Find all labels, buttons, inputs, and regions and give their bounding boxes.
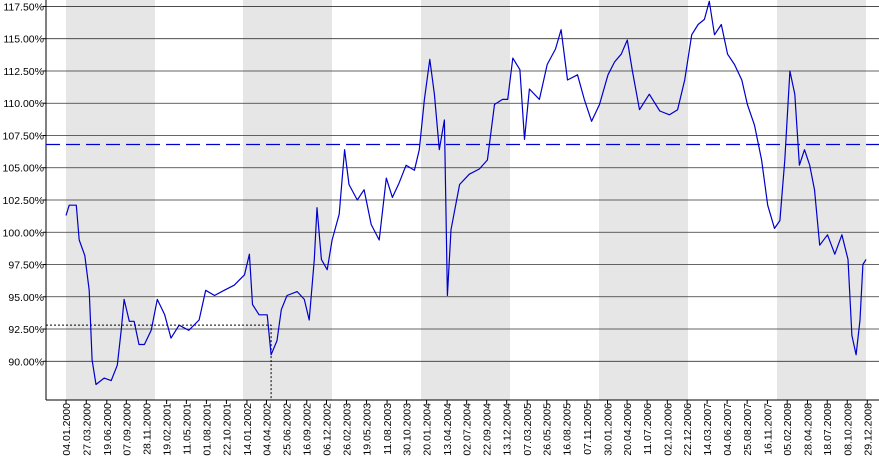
x-tick-label: 11.07.2006 — [642, 403, 654, 455]
x-tick-label: 20.04.2006 — [622, 403, 634, 456]
y-tick-label: 102.50% — [3, 195, 44, 207]
x-tick-label: 26.05.2005 — [542, 403, 554, 456]
x-tick-label: 14.01.2002 — [242, 403, 254, 456]
x-tick-label: 18.07.2008 — [822, 403, 834, 456]
y-tick-label: 115.00% — [3, 34, 44, 46]
x-tick-label: 26.02.2003 — [342, 403, 354, 456]
y-tick-label: 90.00% — [8, 356, 44, 368]
x-tick-label: 25.06.2002 — [281, 403, 293, 456]
x-tick-label: 19.02.2001 — [162, 403, 174, 456]
x-tick-label: 19.06.2000 — [102, 403, 114, 456]
x-tick-label: 04.04.2002 — [261, 403, 273, 456]
x-tick-label: 04.01.2000 — [61, 403, 73, 456]
x-tick-label: 19.05.2003 — [362, 403, 374, 456]
x-tick-label: 30.10.2003 — [402, 403, 414, 456]
x-tick-label: 05.02.2008 — [782, 403, 794, 456]
x-tick-label: 22.10.2001 — [221, 403, 233, 456]
x-tick-label: 22.12.2006 — [682, 403, 694, 456]
x-tick-label: 25.08.2007 — [742, 403, 754, 456]
x-tick-label: 16.09.2002 — [302, 403, 314, 456]
y-tick-label: 92.50% — [8, 324, 44, 336]
y-tick-label: 107.50% — [3, 130, 44, 142]
x-tick-label: 22.09.2004 — [482, 403, 494, 456]
x-tick-label: 28.04.2008 — [802, 403, 814, 456]
x-tick-label: 16.08.2005 — [562, 403, 574, 456]
x-tick-label: 04.06.2007 — [722, 403, 734, 456]
data-line — [65, 0, 867, 386]
x-tick-label: 30.01.2006 — [603, 403, 615, 456]
x-tick-label: 20.01.2004 — [422, 403, 434, 456]
x-tick-label: 02.10.2006 — [662, 403, 674, 456]
y-tick-label: 110.00% — [3, 98, 44, 110]
y-tick-label: 95.00% — [8, 292, 44, 304]
x-tick-label: 29.12.2008 — [862, 403, 874, 456]
x-tick-label: 01.08.2001 — [201, 403, 213, 456]
y-tick-label: 117.50% — [3, 1, 44, 13]
x-tick-label: 28.11.2000 — [141, 403, 153, 455]
x-tick-label: 11.05.2001 — [181, 403, 193, 455]
x-tick-label: 13.04.2004 — [442, 403, 454, 456]
x-tick-label: 08.10.2008 — [842, 403, 854, 456]
x-tick-label: 07.03.2005 — [522, 403, 534, 456]
x-tick-label: 27.03.2000 — [81, 403, 93, 456]
y-tick-label: 105.00% — [3, 163, 44, 175]
y-tick-label: 100.00% — [3, 227, 44, 239]
x-tick-label: 13.12.2004 — [502, 403, 514, 456]
marker-line — [46, 324, 272, 400]
x-tick-label: 16.11.2007 — [762, 403, 774, 455]
x-tick-label: 11.08.2003 — [382, 403, 394, 455]
y-tick-label: 112.50% — [3, 66, 44, 78]
x-tick-label: 02.07.2004 — [462, 403, 474, 456]
x-tick-label: 14.03.2007 — [702, 403, 714, 456]
y-tick-label: 97.50% — [8, 260, 44, 272]
x-tick-label: 06.12.2002 — [322, 403, 334, 456]
x-tick-label: 07.09.2000 — [121, 403, 133, 456]
x-tick-label: 07.11.2005 — [582, 403, 594, 455]
